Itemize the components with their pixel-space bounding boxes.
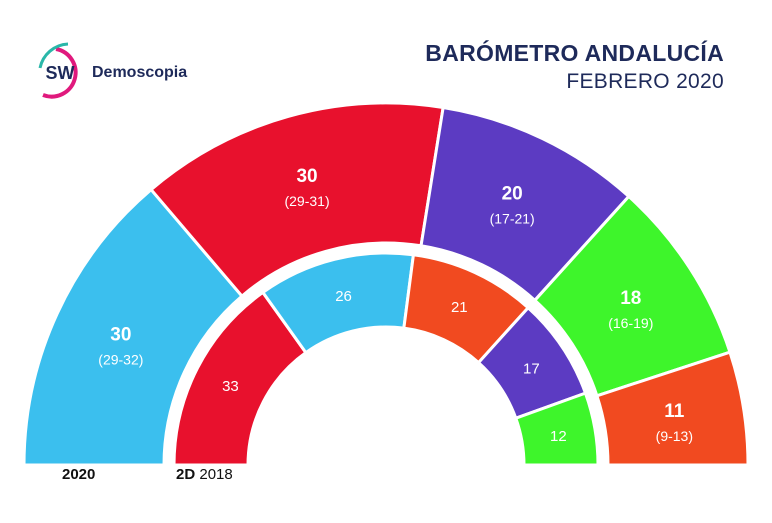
inner-seat-label: 17: [523, 361, 540, 378]
inner-segment: [513, 391, 600, 467]
logo-brand-name: Demoscopia: [92, 64, 187, 81]
outer-seat-label: 20: [502, 184, 523, 205]
outer-seat-label: 30: [296, 166, 317, 187]
outer-range-label: (29-31): [284, 193, 329, 209]
inner-arc-2018: 33 26 21 17 12: [172, 251, 600, 467]
outer-range-label: (16-19): [608, 315, 653, 331]
outer-segment: [595, 350, 750, 467]
logo-initials: SW: [46, 63, 75, 83]
outer-year-label: 2020: [62, 466, 95, 483]
chart-title: BARÓMETRO ANDALUCÍA: [425, 40, 724, 66]
inner-seat-label: 33: [222, 378, 239, 395]
sw-demoscopia-logo: SW Demoscopia: [38, 42, 187, 99]
logo-ring-pink: [42, 47, 78, 99]
inner-year-label: 2D 2018: [176, 466, 233, 483]
outer-range-label: (29-32): [98, 352, 143, 368]
inner-seat-label: 26: [335, 288, 352, 305]
outer-seat-label: 18: [620, 288, 641, 309]
inner-year-prefix: 2D: [176, 466, 196, 483]
outer-year-value: 2020: [62, 466, 96, 483]
inner-year-value: 2018: [199, 466, 233, 483]
logo-ring-teal: [38, 42, 69, 69]
outer-range-label: (9-13): [656, 428, 693, 444]
inner-seat-label: 12: [550, 428, 567, 445]
outer-seat-label: 11: [664, 401, 685, 422]
chart-subtitle: FEBRERO 2020: [566, 70, 724, 93]
outer-range-label: (17-21): [490, 211, 535, 227]
outer-arc-2020: 30 (29-32) 30 (29-31) 20 (17-21) 18 (16-19) 11 (9…: [22, 101, 750, 467]
outer-seat-label: 30: [110, 325, 131, 346]
inner-seat-label: 21: [451, 299, 468, 316]
